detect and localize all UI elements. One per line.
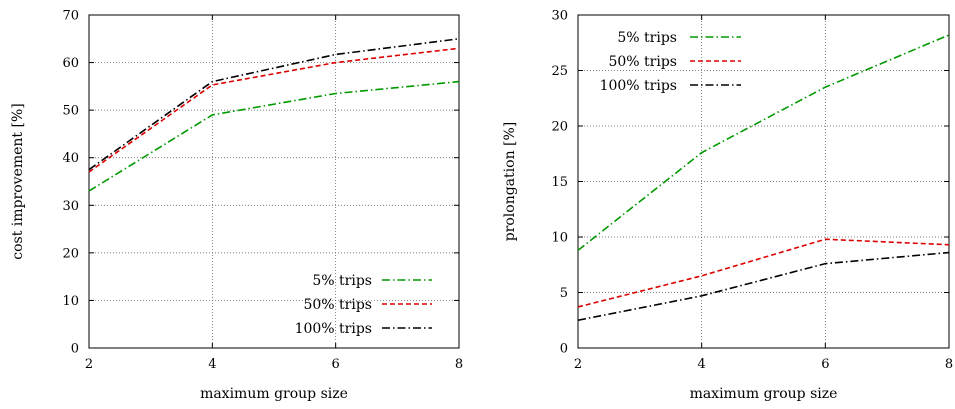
x-tick-label: 8 bbox=[945, 357, 953, 372]
y-tick-label: 20 bbox=[551, 120, 568, 135]
y-tick-label: 0 bbox=[560, 342, 568, 357]
x-axis-label: maximum group size bbox=[690, 386, 838, 402]
y-tick-label: 10 bbox=[62, 294, 79, 309]
y-tick-label: 15 bbox=[551, 175, 568, 190]
y-axis-label: prolongation [%] bbox=[502, 122, 518, 242]
legend-label: 5% trips bbox=[312, 273, 372, 289]
x-tick-label: 2 bbox=[85, 357, 93, 372]
legend-label: 50% trips bbox=[303, 297, 372, 313]
series-line-1 bbox=[577, 238, 950, 308]
legend: 5% trips 50% trips 100% trips bbox=[600, 30, 741, 94]
x-tick-label: 4 bbox=[208, 357, 216, 372]
y-tick-label: 50 bbox=[62, 104, 79, 119]
y-axis-label: cost improvement [%] bbox=[10, 103, 26, 259]
y-tick-label: 60 bbox=[62, 56, 79, 71]
y-tick-label: 40 bbox=[62, 151, 79, 166]
x-tick-label: 6 bbox=[821, 357, 829, 372]
y-tick-label: 10 bbox=[551, 231, 568, 246]
prolongation-chart: 2 4 6 8 0 5 10 15 20 25 30 maximum group size prolon… bbox=[502, 9, 953, 403]
legend-label: 100% trips bbox=[600, 78, 677, 94]
x-tick-label: 4 bbox=[698, 357, 706, 372]
y-tick-label: 30 bbox=[62, 199, 79, 214]
legend-label: 5% trips bbox=[617, 30, 677, 46]
plot-frame bbox=[88, 14, 460, 349]
series-line-0 bbox=[88, 80, 460, 192]
series-line-0 bbox=[577, 34, 950, 251]
y-tick-label: 0 bbox=[71, 342, 79, 357]
x-axis-label: maximum group size bbox=[200, 386, 348, 402]
legend: 5% trips 50% trips 100% trips bbox=[295, 273, 432, 337]
y-tick-label: 30 bbox=[551, 9, 568, 24]
x-tick-label: 6 bbox=[332, 357, 340, 372]
series-line-1 bbox=[88, 47, 460, 173]
y-tick-label: 5 bbox=[560, 286, 568, 301]
x-tick-label: 8 bbox=[455, 357, 463, 372]
series-line-2 bbox=[577, 251, 950, 322]
y-tick-label: 25 bbox=[551, 64, 568, 79]
x-tick-label: 2 bbox=[574, 357, 582, 372]
cost-improvement-chart: 2 4 6 8 0 10 20 30 40 50 60 70 maximum group size cos… bbox=[10, 9, 463, 403]
y-tick-label: 70 bbox=[62, 9, 79, 24]
legend-label: 50% trips bbox=[608, 54, 677, 70]
legend-label: 100% trips bbox=[295, 321, 372, 337]
y-tick-label: 20 bbox=[62, 246, 79, 261]
